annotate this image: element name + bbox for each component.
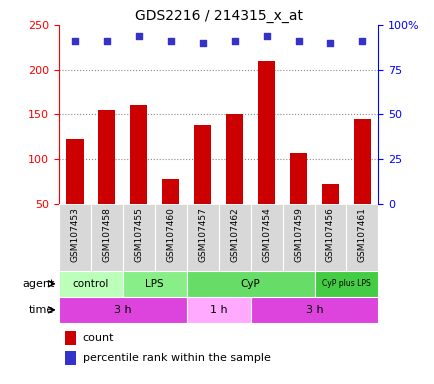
Bar bbox=[65, 351, 76, 366]
Bar bbox=[257, 61, 275, 248]
Bar bbox=[161, 179, 179, 248]
Point bbox=[71, 38, 78, 44]
Text: 1 h: 1 h bbox=[209, 305, 227, 315]
Bar bbox=[98, 110, 115, 248]
Point bbox=[230, 38, 237, 44]
Text: control: control bbox=[72, 279, 108, 289]
Bar bbox=[59, 271, 122, 297]
Bar bbox=[225, 114, 243, 248]
Text: count: count bbox=[82, 333, 114, 343]
Bar bbox=[65, 331, 76, 345]
Bar bbox=[186, 271, 314, 297]
Text: GSM107455: GSM107455 bbox=[134, 207, 143, 262]
Point bbox=[263, 33, 270, 39]
Text: percentile rank within the sample: percentile rank within the sample bbox=[82, 353, 270, 363]
Point bbox=[294, 38, 301, 44]
Point bbox=[199, 40, 206, 46]
Point bbox=[167, 38, 174, 44]
Bar bbox=[250, 297, 378, 323]
Text: GSM107460: GSM107460 bbox=[166, 207, 175, 262]
Point bbox=[358, 38, 365, 44]
Text: GSM107462: GSM107462 bbox=[230, 207, 239, 262]
Text: agent: agent bbox=[22, 279, 54, 289]
Bar bbox=[353, 119, 370, 248]
Text: GSM107453: GSM107453 bbox=[70, 207, 79, 262]
Text: 3 h: 3 h bbox=[305, 305, 322, 315]
Text: GSM107459: GSM107459 bbox=[293, 207, 302, 262]
Point bbox=[326, 40, 333, 46]
Bar bbox=[321, 184, 339, 248]
Bar bbox=[59, 297, 186, 323]
Text: CyP: CyP bbox=[240, 279, 260, 289]
Text: 3 h: 3 h bbox=[114, 305, 131, 315]
Text: CyP plus LPS: CyP plus LPS bbox=[321, 279, 370, 288]
Bar bbox=[66, 139, 83, 248]
Bar bbox=[314, 271, 378, 297]
Point bbox=[103, 38, 110, 44]
Bar bbox=[122, 271, 186, 297]
Text: GSM107461: GSM107461 bbox=[357, 207, 366, 262]
Text: LPS: LPS bbox=[145, 279, 164, 289]
Text: GSM107458: GSM107458 bbox=[102, 207, 111, 262]
Bar bbox=[289, 152, 306, 248]
Point bbox=[135, 33, 142, 39]
Text: GSM107456: GSM107456 bbox=[325, 207, 334, 262]
Bar bbox=[186, 297, 250, 323]
Text: time: time bbox=[29, 305, 54, 315]
Bar bbox=[194, 125, 211, 248]
Bar bbox=[130, 105, 147, 248]
Text: GSM107454: GSM107454 bbox=[261, 207, 270, 262]
Text: GSM107457: GSM107457 bbox=[197, 207, 207, 262]
Title: GDS2216 / 214315_x_at: GDS2216 / 214315_x_at bbox=[134, 8, 302, 23]
